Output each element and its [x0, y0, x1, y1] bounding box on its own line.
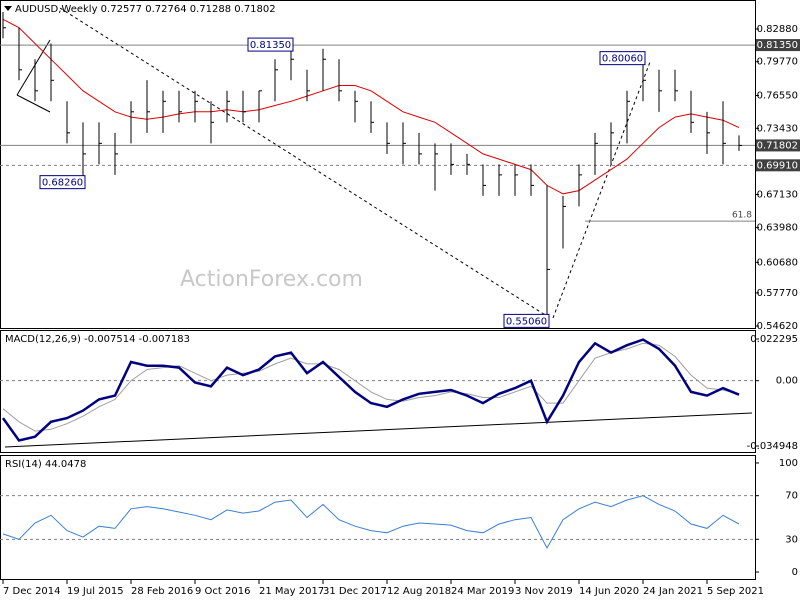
x-tick-label: 21 May 2017	[259, 586, 324, 597]
y-tick-label: 0.79770	[757, 57, 798, 68]
annotation-box	[39, 175, 86, 190]
annotation-label: 0.81350	[250, 40, 291, 51]
x-tick-label: 9 Oct 2016	[195, 586, 250, 597]
x-tick-label: 28 Feb 2016	[131, 586, 193, 597]
x-tick-label: 5 Sep 2021	[707, 586, 764, 597]
level-label: 0.81350	[757, 40, 798, 51]
fib-label: 61.8	[732, 211, 752, 221]
y-tick-label: 30	[785, 534, 798, 545]
wedge-line	[16, 39, 51, 96]
x-tick-label: 24 Mar 2019	[451, 586, 514, 597]
annotation-label: 0.55060	[506, 316, 547, 327]
menu-icon	[4, 6, 12, 11]
y-tick-label: -0.034948	[747, 441, 798, 452]
macd-trend-line	[4, 412, 753, 448]
level-label-box	[756, 159, 800, 172]
rsi-panel	[0, 455, 756, 580]
panel-title: MACD(12,26,9) -0.007514 -0.007183	[5, 334, 190, 345]
y-tick-label: 0.022295	[750, 334, 798, 345]
watermark: ActionForex.com	[180, 267, 363, 292]
level-label-box	[756, 39, 800, 52]
annotation-box	[503, 313, 550, 328]
x-tick-label: 14 Jun 2020	[579, 586, 639, 597]
x-tick-label: 12 Aug 2018	[387, 586, 451, 597]
x-tick-label: 3 Nov 2019	[515, 586, 573, 597]
annotation-box	[599, 51, 646, 66]
panel-title: RSI(14) 44.0478	[5, 459, 86, 470]
y-tick-label: 0.73430	[757, 123, 798, 134]
trend-line	[552, 61, 651, 319]
y-tick-label: 0.00	[776, 376, 798, 387]
y-tick-label: 0.60680	[757, 257, 798, 268]
y-tick-label: 0.67130	[757, 190, 798, 201]
annotation-label: 0.80060	[602, 54, 643, 65]
y-tick-label: 0.57770	[757, 288, 798, 299]
level-label: 0.71802	[757, 140, 798, 151]
y-tick-label: 0	[792, 567, 798, 578]
wedge-line	[16, 94, 51, 113]
y-tick-label: 0.63980	[757, 223, 798, 234]
rsi-line	[2, 495, 740, 550]
level-label: 0.69910	[757, 160, 798, 171]
macd-panel	[0, 330, 756, 453]
trend-line	[59, 7, 551, 319]
annotation-label: 0.68260	[42, 178, 83, 189]
price-panel	[0, 0, 756, 329]
macd-line	[1, 338, 740, 442]
level-label-box	[756, 139, 800, 152]
y-tick-label: 100	[779, 458, 798, 469]
y-tick-label: 0.76550	[757, 91, 798, 102]
x-tick-label: 7 Dec 2014	[3, 586, 61, 597]
x-tick-label: 24 Jan 2021	[643, 586, 703, 597]
panel-title: AUDUSD,Weekly 0.72577 0.72764 0.71288 0.…	[15, 4, 276, 15]
y-tick-label: 0.82880	[757, 24, 798, 35]
annotation-box	[247, 37, 294, 52]
y-tick-label: 70	[785, 491, 798, 502]
x-tick-label: 31 Dec 2017	[323, 586, 387, 597]
x-tick-label: 19 Jul 2015	[67, 586, 124, 597]
moving-average	[2, 18, 740, 195]
y-tick-label: 0.54620	[757, 321, 798, 332]
